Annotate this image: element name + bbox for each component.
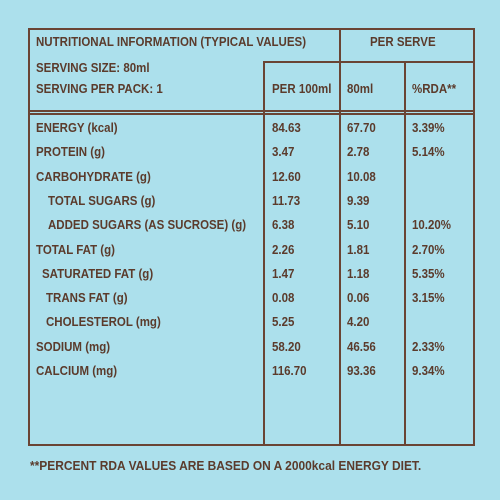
nutrient-value: 11.73 [272, 193, 301, 208]
nutrient-value: 0.08 [272, 291, 295, 306]
nutrient-label: ENERGY (kcal) [36, 121, 118, 135]
border [28, 28, 475, 30]
border [263, 61, 475, 63]
nutrient-value: 2.33% [412, 339, 445, 354]
nutrient-label: PROTEIN (g) [36, 145, 105, 160]
nutrient-value: 2.70% [412, 242, 445, 257]
nutrient-value: 0.06 [347, 291, 370, 306]
nutrient-label: CALCIUM (mg) [36, 364, 118, 378]
border [263, 62, 265, 446]
nutrient-label: TOTAL SUGARS (g) [48, 193, 156, 208]
nutrient-value: 5.14% [412, 145, 445, 160]
nutrient-value: 116.70 [272, 364, 307, 378]
nutrient-value: 5.35% [412, 266, 445, 281]
nutrient-value: 9.34% [412, 364, 445, 378]
nutrient-label: SATURATED FAT (g) [42, 266, 154, 281]
servings-per-pack: SERVING PER PACK: 1 [36, 82, 163, 96]
nutrient-label: TRANS FAT (g) [46, 291, 128, 306]
per-serve: PER SERVE [370, 35, 436, 49]
nutrient-value: 58.20 [272, 339, 301, 354]
nutrient-value: 1.18 [347, 266, 370, 281]
nutrient-value: 2.78 [347, 145, 370, 160]
nutrient-value: 9.39 [347, 193, 370, 208]
border [28, 113, 475, 115]
nutrient-value: 6.38 [272, 218, 295, 233]
nutrient-value: 84.63 [272, 121, 301, 135]
nutrient-value: 10.20% [412, 218, 452, 233]
nutrient-value: 5.10 [347, 218, 370, 233]
nutrient-value: 1.47 [272, 266, 295, 281]
nutrient-value: 3.47 [272, 145, 295, 160]
nutrient-label: TOTAL FAT (g) [36, 242, 116, 257]
nutrient-value: 5.25 [272, 315, 295, 330]
nutrient-value: 10.08 [347, 169, 376, 184]
nutrient-value: 1.81 [347, 242, 370, 257]
nutrient-value: 3.39% [412, 121, 445, 135]
footnote: **PERCENT RDA VALUES ARE BASED ON A 2000… [30, 458, 422, 473]
border [28, 28, 30, 446]
nutrient-label: SODIUM (mg) [36, 339, 111, 354]
border [339, 28, 341, 446]
serving-size: SERVING SIZE: 80ml [36, 61, 150, 75]
border [28, 444, 475, 446]
border [28, 110, 475, 112]
nutrient-value: 46.56 [347, 339, 376, 354]
column-header: %RDA** [412, 82, 457, 96]
title: NUTRITIONAL INFORMATION (TYPICAL VALUES) [36, 35, 307, 49]
nutrient-value: 67.70 [347, 121, 376, 135]
nutrient-label: CARBOHYDRATE (g) [36, 169, 151, 184]
nutrient-value: 93.36 [347, 364, 376, 378]
nutrient-label: CHOLESTEROL (mg) [46, 315, 161, 330]
nutrient-label: ADDED SUGARS (AS SUCROSE) (g) [48, 218, 247, 233]
border [473, 28, 475, 446]
border [404, 62, 406, 446]
nutrient-value: 4.20 [347, 315, 370, 330]
nutrient-value: 2.26 [272, 242, 295, 257]
nutrient-value: 12.60 [272, 169, 301, 184]
column-header: PER 100ml [272, 82, 332, 96]
column-header: 80ml [347, 82, 374, 96]
nutrient-value: 3.15% [412, 291, 445, 306]
